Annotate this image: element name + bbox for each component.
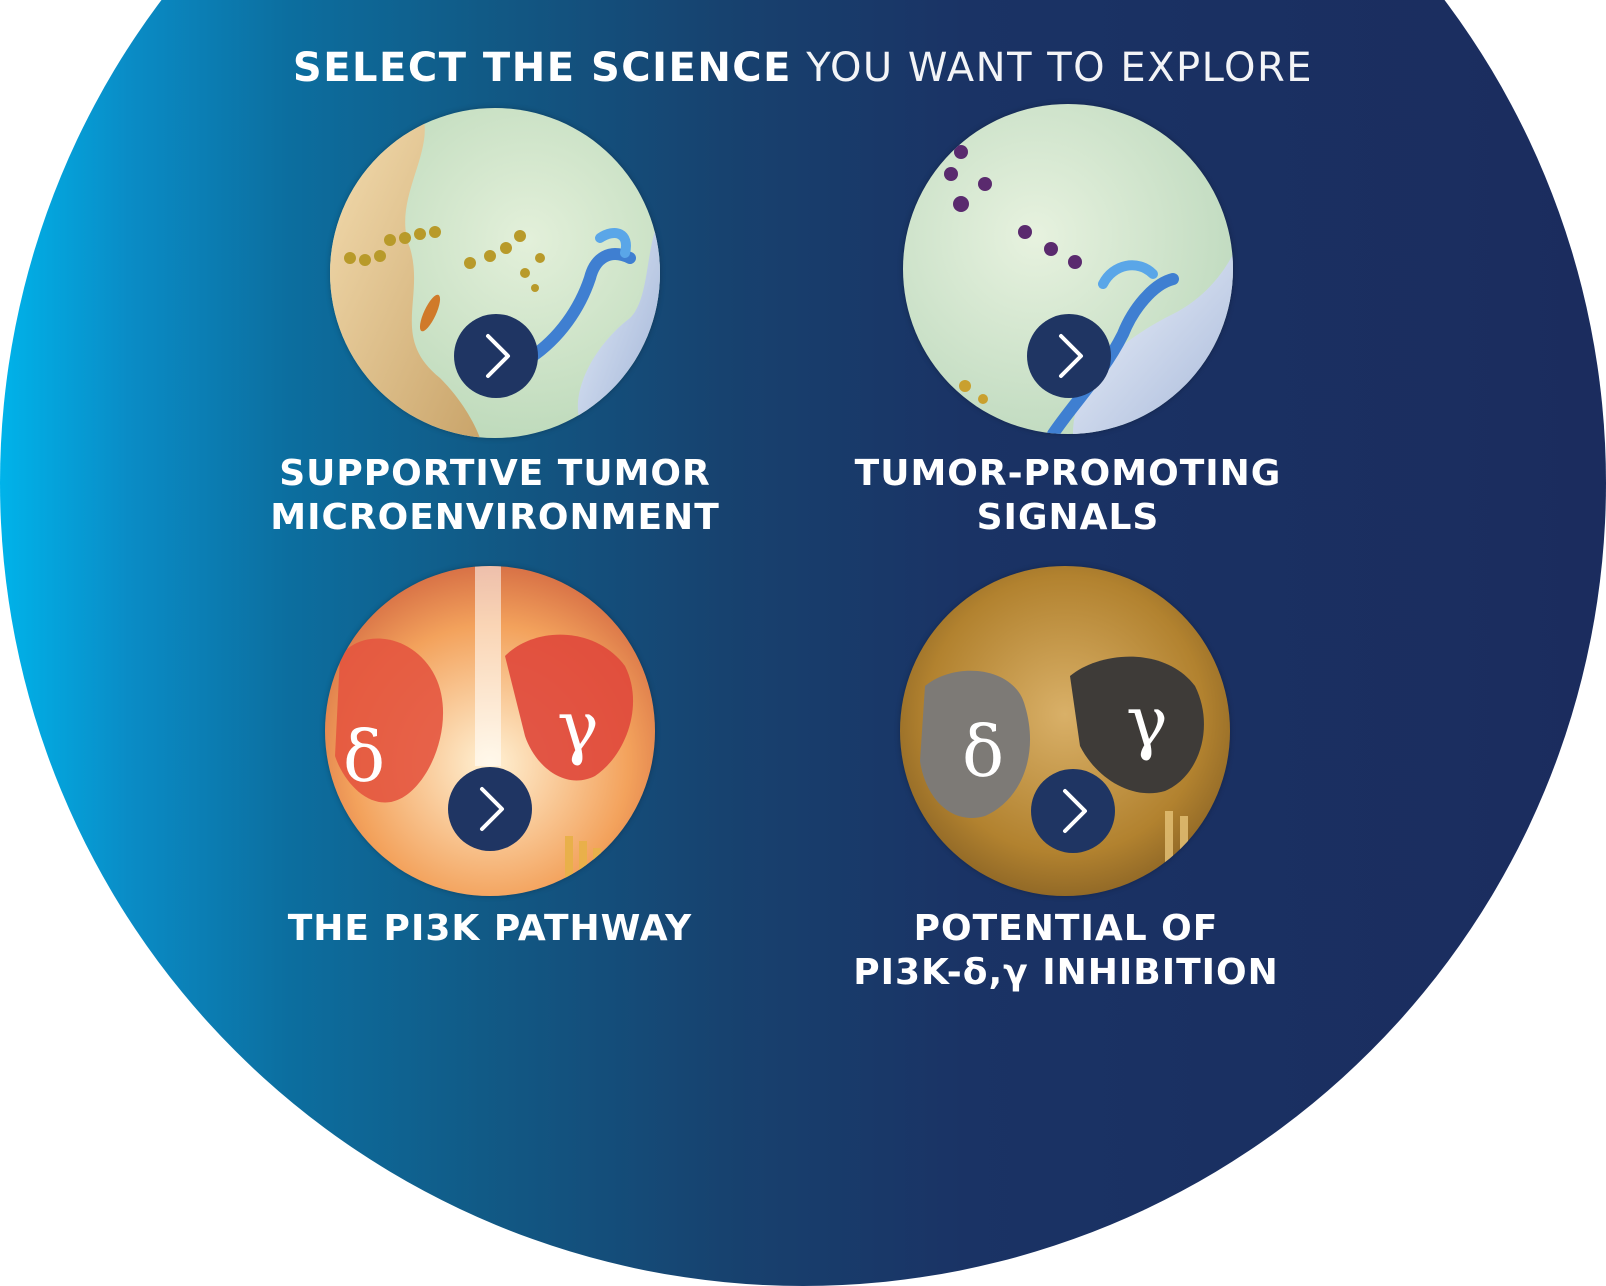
- explore-microenvironment-button[interactable]: [454, 314, 538, 398]
- gamma-glyph: γ: [1126, 681, 1168, 763]
- explore-pi3k-inhibition-button[interactable]: [1031, 769, 1115, 853]
- page-title: SELECT THE SCIENCE YOU WANT TO EXPLORE: [0, 44, 1606, 92]
- thumb-pi3k-inhibition[interactable]: δ γ: [900, 566, 1230, 896]
- delta-glyph: δ: [343, 716, 385, 798]
- card-label-line1: THE PI3K PATHWAY: [287, 908, 693, 949]
- card-label-line1: TUMOR-PROMOTING: [854, 453, 1282, 494]
- explore-pi3k-pathway-button[interactable]: [448, 767, 532, 851]
- card-label-line1: POTENTIAL OF: [913, 908, 1219, 949]
- card-label-pi3k-inhibition[interactable]: POTENTIAL OF PI3K-δ,γ INHIBITION: [806, 907, 1326, 995]
- card-label-line2: SIGNALS: [976, 497, 1160, 538]
- chevron-right-icon: [1063, 789, 1087, 833]
- chevron-right-icon: [480, 787, 504, 831]
- gamma-glyph: γ: [557, 686, 599, 768]
- card-label-line2: MICROENVIRONMENT: [270, 497, 720, 538]
- chevron-right-icon: [486, 334, 510, 378]
- pi3k-inhibition-illustration: δ γ: [900, 566, 1230, 896]
- card-label-microenvironment[interactable]: SUPPORTIVE TUMOR MICROENVIRONMENT: [235, 452, 755, 540]
- explore-signals-button[interactable]: [1027, 314, 1111, 398]
- card-label-signals[interactable]: TUMOR-PROMOTING SIGNALS: [808, 452, 1328, 540]
- chevron-right-icon: [1059, 334, 1083, 378]
- card-label-pi3k-pathway[interactable]: THE PI3K PATHWAY: [230, 907, 750, 951]
- card-label-line1: SUPPORTIVE TUMOR: [279, 453, 711, 494]
- delta-glyph: δ: [962, 711, 1004, 793]
- page-title-bold: SELECT THE SCIENCE: [292, 45, 792, 91]
- page-title-light: YOU WANT TO EXPLORE: [806, 45, 1314, 91]
- card-label-line2: PI3K-δ,γ INHIBITION: [853, 952, 1279, 993]
